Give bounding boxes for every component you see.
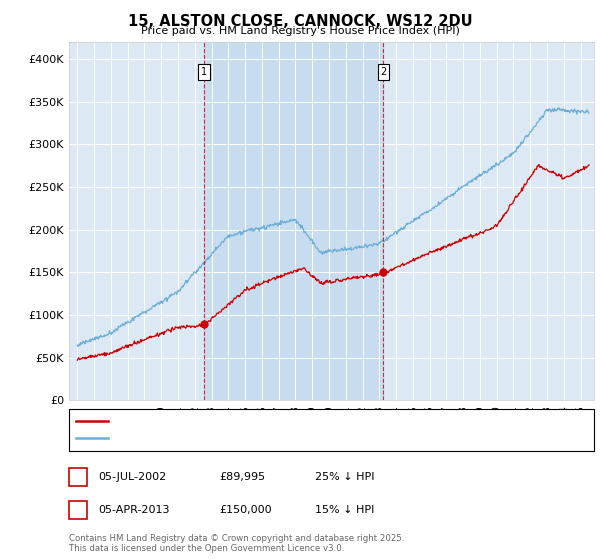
Text: 15% ↓ HPI: 15% ↓ HPI — [315, 505, 374, 515]
Bar — [204, 42, 383, 400]
Text: HPI: Average price, detached house, Cannock Chase: HPI: Average price, detached house, Cann… — [114, 433, 388, 443]
Text: 2: 2 — [74, 503, 82, 516]
Bar — [198, 64, 210, 80]
Text: 15, ALSTON CLOSE, CANNOCK, WS12 2DU: 15, ALSTON CLOSE, CANNOCK, WS12 2DU — [128, 14, 472, 29]
Text: 05-APR-2013: 05-APR-2013 — [98, 505, 169, 515]
Text: Price paid vs. HM Land Registry's House Price Index (HPI): Price paid vs. HM Land Registry's House … — [140, 26, 460, 36]
Text: 05-JUL-2002: 05-JUL-2002 — [98, 472, 166, 482]
Text: 1: 1 — [201, 67, 207, 77]
Text: 15, ALSTON CLOSE, CANNOCK, WS12 2DU (detached house): 15, ALSTON CLOSE, CANNOCK, WS12 2DU (det… — [114, 416, 429, 426]
Text: 2: 2 — [380, 67, 386, 77]
Text: £89,995: £89,995 — [219, 472, 265, 482]
Bar — [377, 64, 389, 80]
Text: 25% ↓ HPI: 25% ↓ HPI — [315, 472, 374, 482]
Text: 1: 1 — [74, 470, 82, 484]
Text: £150,000: £150,000 — [219, 505, 272, 515]
Text: Contains HM Land Registry data © Crown copyright and database right 2025.
This d: Contains HM Land Registry data © Crown c… — [69, 534, 404, 553]
